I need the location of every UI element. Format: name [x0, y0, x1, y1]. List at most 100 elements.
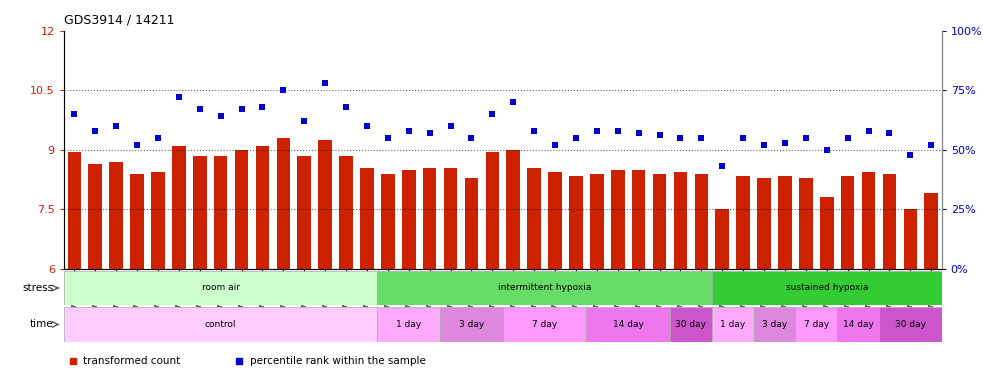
- Bar: [64, 307, 377, 342]
- Bar: [590, 174, 604, 269]
- Bar: [879, 307, 942, 342]
- Bar: [506, 150, 520, 269]
- Bar: [670, 307, 712, 342]
- Bar: [109, 162, 123, 269]
- Point: [255, 104, 270, 110]
- Bar: [799, 177, 813, 269]
- Bar: [377, 271, 712, 305]
- Text: time: time: [29, 319, 53, 329]
- Bar: [298, 156, 311, 269]
- Bar: [64, 271, 377, 305]
- Point: [526, 127, 542, 134]
- Bar: [131, 174, 144, 269]
- Text: room air: room air: [202, 283, 240, 293]
- Bar: [360, 167, 374, 269]
- Text: intermittent hypoxia: intermittent hypoxia: [498, 283, 592, 293]
- Bar: [423, 167, 436, 269]
- Text: 1 day: 1 day: [721, 320, 745, 329]
- Bar: [712, 307, 754, 342]
- Point: [839, 135, 855, 141]
- Point: [359, 123, 375, 129]
- Bar: [549, 172, 562, 269]
- Bar: [151, 172, 165, 269]
- Bar: [820, 197, 834, 269]
- Point: [609, 127, 625, 134]
- Bar: [377, 307, 440, 342]
- Bar: [318, 140, 332, 269]
- Point: [192, 106, 207, 113]
- Bar: [172, 146, 186, 269]
- Bar: [88, 164, 102, 269]
- Point: [861, 127, 877, 134]
- Bar: [569, 175, 583, 269]
- Point: [485, 111, 500, 117]
- Bar: [903, 209, 917, 269]
- Bar: [632, 170, 646, 269]
- Bar: [235, 150, 249, 269]
- Text: GDS3914 / 14211: GDS3914 / 14211: [64, 14, 174, 27]
- Bar: [924, 194, 938, 269]
- Point: [672, 135, 688, 141]
- Point: [234, 106, 250, 113]
- Bar: [611, 170, 624, 269]
- Point: [735, 135, 751, 141]
- Point: [318, 80, 333, 86]
- Bar: [695, 174, 708, 269]
- Point: [882, 130, 897, 136]
- Bar: [587, 307, 670, 342]
- Bar: [754, 307, 795, 342]
- Point: [548, 142, 563, 148]
- Bar: [339, 156, 353, 269]
- Bar: [757, 177, 771, 269]
- Point: [902, 151, 918, 157]
- Text: 1 day: 1 day: [396, 320, 422, 329]
- Point: [171, 94, 187, 101]
- Bar: [779, 175, 791, 269]
- Text: 30 day: 30 day: [895, 320, 926, 329]
- Point: [380, 135, 396, 141]
- Point: [297, 118, 313, 124]
- Point: [67, 111, 83, 117]
- Bar: [673, 172, 687, 269]
- Point: [715, 163, 730, 169]
- Text: percentile rank within the sample: percentile rank within the sample: [250, 356, 426, 366]
- Bar: [214, 156, 227, 269]
- Point: [338, 104, 354, 110]
- Bar: [193, 156, 206, 269]
- Bar: [381, 174, 394, 269]
- Text: 30 day: 30 day: [675, 320, 707, 329]
- Bar: [276, 138, 290, 269]
- Point: [87, 127, 103, 134]
- Bar: [716, 209, 729, 269]
- Text: 14 day: 14 day: [842, 320, 874, 329]
- Point: [129, 142, 145, 148]
- Point: [442, 123, 458, 129]
- Point: [150, 135, 166, 141]
- Bar: [862, 172, 875, 269]
- Text: transformed count: transformed count: [84, 356, 181, 366]
- Bar: [443, 167, 457, 269]
- Point: [652, 132, 667, 139]
- Bar: [736, 175, 750, 269]
- Point: [212, 113, 228, 119]
- Text: sustained hypoxia: sustained hypoxia: [785, 283, 868, 293]
- Point: [275, 87, 291, 93]
- Bar: [795, 307, 838, 342]
- Point: [756, 142, 772, 148]
- Text: stress: stress: [23, 283, 53, 293]
- Bar: [256, 146, 269, 269]
- Text: 7 day: 7 day: [804, 320, 829, 329]
- Bar: [653, 174, 666, 269]
- Text: 7 day: 7 day: [532, 320, 557, 329]
- Bar: [502, 307, 587, 342]
- Point: [464, 135, 480, 141]
- Bar: [486, 152, 499, 269]
- Point: [108, 123, 124, 129]
- Point: [631, 130, 647, 136]
- Point: [693, 135, 709, 141]
- Point: [401, 127, 417, 134]
- Text: control: control: [204, 320, 236, 329]
- Bar: [527, 167, 541, 269]
- Text: 3 day: 3 day: [459, 320, 484, 329]
- Point: [568, 135, 584, 141]
